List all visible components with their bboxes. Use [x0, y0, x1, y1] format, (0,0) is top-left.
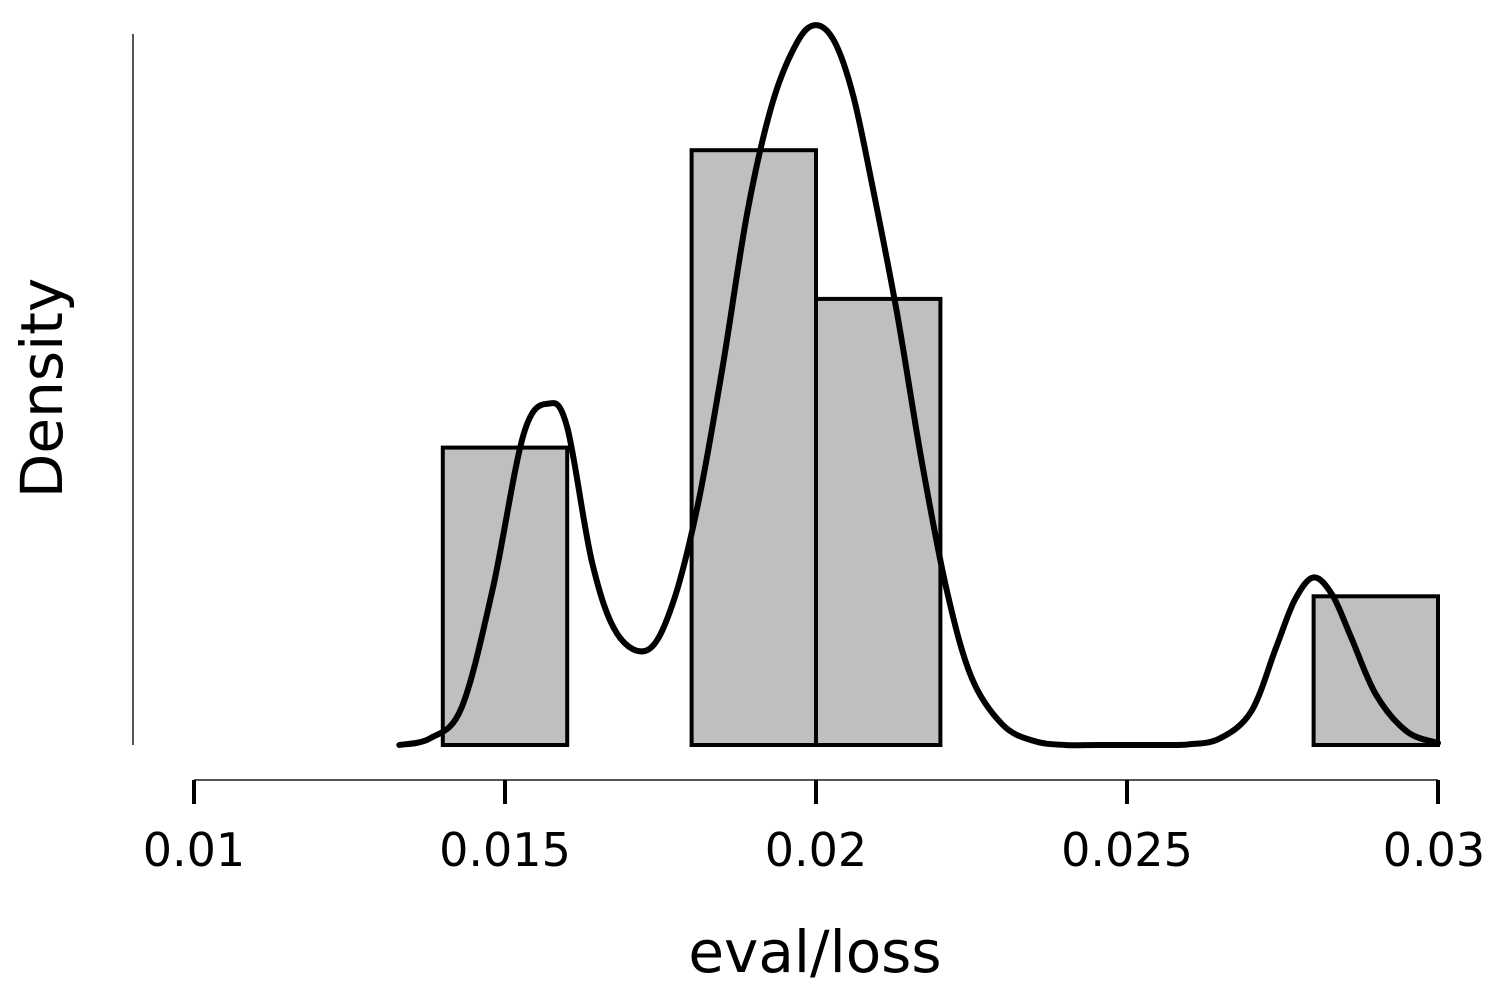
x-axis: 0.01 0.015 0.02 0.025 0.03	[143, 779, 1485, 877]
histogram-bar-2	[689, 148, 818, 747]
histogram-bar-7	[1311, 594, 1440, 747]
x-tick-label: 0.015	[439, 823, 571, 877]
x-tick-label: 0.03	[1383, 823, 1485, 877]
density-curve	[396, 22, 1441, 749]
histogram-bar-3	[814, 296, 943, 747]
x-tick-label: 0.025	[1061, 823, 1193, 877]
x-axis-title: eval/loss	[688, 918, 941, 986]
x-tick-label: 0.02	[765, 823, 867, 877]
y-axis-title: Density	[8, 278, 76, 499]
x-tick-label: 0.01	[143, 823, 245, 877]
histogram-bars	[440, 148, 1440, 747]
